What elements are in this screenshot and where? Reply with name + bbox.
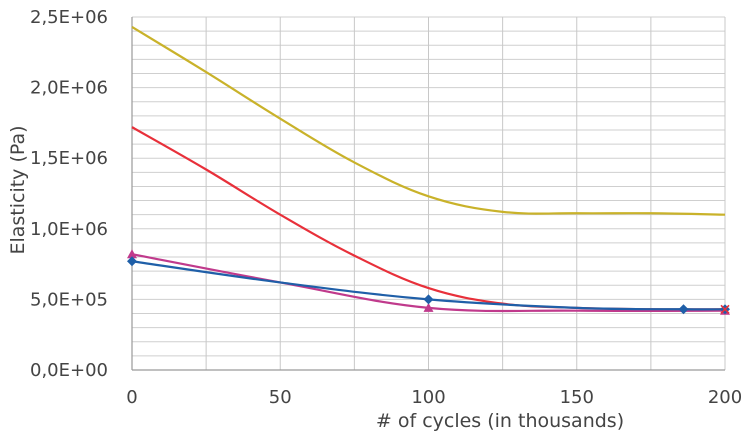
x-marker [720, 304, 730, 314]
y-tick-label: 1,0E+06 [30, 219, 108, 240]
y-axis-label: Elasticity (Pa) [7, 125, 29, 254]
grid [131, 16, 726, 371]
triangle-marker [127, 249, 137, 259]
axes [131, 17, 725, 371]
y-tick-label: 2,5E+06 [30, 7, 108, 28]
x-tick-label: 150 [560, 387, 594, 408]
x-axis-label: # of cycles (in thousands) [376, 410, 624, 432]
y-tick-label: 1,5E+06 [30, 148, 108, 169]
diamond-marker [678, 304, 689, 315]
series-line-1 [131, 25, 726, 216]
triangle-marker [423, 302, 434, 312]
y-tick-label: 5,0E+05 [30, 289, 108, 310]
y-tick-labels: 0,0E+00 5,0E+05 1,0E+06 1,5E+06 2,0E+06 2,5E+… [30, 7, 108, 381]
series-markers [127, 249, 730, 315]
x-tick-label: 200 [708, 387, 742, 408]
y-tick-label: 2,0E+06 [30, 78, 108, 99]
x-tick-label: 100 [411, 387, 445, 408]
x-tick-label: 50 [269, 387, 292, 408]
x-tick-labels: 0 50 100 150 200 [126, 387, 742, 408]
y-tick-label: 0,0E+00 [30, 360, 108, 381]
diamond-marker [127, 256, 137, 267]
x-tick-label: 0 [126, 387, 137, 408]
diamond-marker [423, 294, 434, 305]
